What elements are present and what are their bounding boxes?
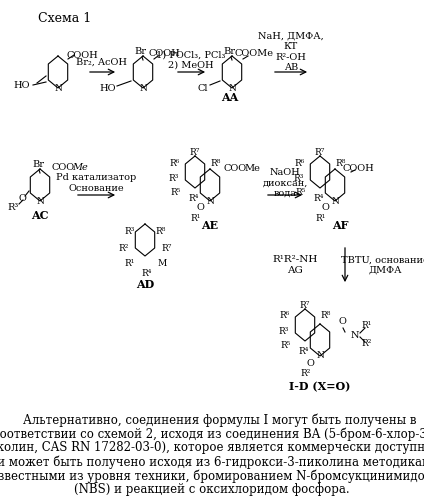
Text: M: M: [157, 258, 167, 267]
Text: R³: R³: [294, 174, 304, 183]
Text: TBTU, основание
ДМФА: TBTU, основание ДМФА: [341, 255, 424, 275]
Text: R³: R³: [125, 227, 135, 236]
Text: R²: R²: [362, 339, 372, 348]
Text: R¹R²-NH
AG: R¹R²-NH AG: [272, 255, 318, 275]
Text: R⁵: R⁵: [281, 341, 291, 350]
Text: Схема 1: Схема 1: [38, 12, 91, 25]
Text: AC: AC: [31, 210, 49, 221]
Text: N: N: [54, 83, 62, 92]
Text: COOH: COOH: [148, 48, 180, 57]
Text: R⁸: R⁸: [321, 311, 331, 320]
Text: R²: R²: [301, 369, 311, 379]
Text: или может быть получено исходя из 6-гидрокси-3-пиколина методиками,: или может быть получено исходя из 6-гидр…: [0, 455, 424, 469]
Text: AA: AA: [221, 91, 239, 102]
Text: R¹: R¹: [362, 321, 372, 330]
Text: R⁷: R⁷: [315, 148, 325, 157]
Text: R⁸: R⁸: [156, 227, 166, 236]
Text: R³: R³: [169, 174, 179, 183]
Text: N: N: [139, 83, 147, 92]
Text: I-D (X=O): I-D (X=O): [289, 382, 351, 393]
Text: R⁶: R⁶: [280, 311, 290, 320]
Text: R⁸: R⁸: [211, 159, 221, 168]
Text: NaH, ДМФА,
КТ
R²-OH
AB: NaH, ДМФА, КТ R²-OH AB: [258, 32, 324, 72]
Text: COOMe: COOMe: [234, 48, 273, 57]
Text: R⁶: R⁶: [170, 159, 180, 168]
Text: R¹: R¹: [191, 214, 201, 223]
Text: N: N: [206, 197, 214, 206]
Text: O: O: [196, 203, 204, 212]
Text: R⁴: R⁴: [189, 194, 199, 203]
Text: N: N: [228, 83, 236, 92]
Text: N: N: [316, 351, 324, 360]
Text: COO: COO: [51, 163, 75, 172]
Text: R⁵: R⁵: [171, 188, 181, 197]
Text: соответствии со схемой 2, исходя из соединения BA (5-бром-6-хлор-3-: соответствии со схемой 2, исходя из соед…: [0, 427, 424, 441]
Text: AD: AD: [136, 279, 154, 290]
Text: N: N: [331, 197, 339, 206]
Text: пиколин, CAS RN 17282-03-0), которое является коммерчески доступным: пиколин, CAS RN 17282-03-0), которое явл…: [0, 442, 424, 455]
Text: N: N: [351, 330, 359, 339]
Text: 1) POCl₃, PCl₃
2) MeOH: 1) POCl₃, PCl₃ 2) MeOH: [156, 50, 226, 70]
Text: R⁶: R⁶: [295, 159, 305, 168]
Text: Me: Me: [72, 163, 88, 172]
Text: O: O: [18, 194, 26, 203]
Text: (NBS) и реакцией с оксихлоридом фосфора.: (NBS) и реакцией с оксихлоридом фосфора.: [74, 484, 350, 497]
Text: AE: AE: [201, 220, 218, 231]
Text: Me: Me: [244, 164, 260, 173]
Text: R⁷: R⁷: [162, 244, 172, 252]
Text: R⁷: R⁷: [190, 148, 200, 157]
Text: HO: HO: [100, 83, 116, 92]
Text: R⁴: R⁴: [299, 347, 309, 356]
Text: R¹: R¹: [125, 258, 135, 267]
Text: Br: Br: [32, 160, 44, 169]
Text: COOH: COOH: [66, 50, 98, 59]
Text: R³: R³: [279, 326, 289, 335]
Text: R⁴: R⁴: [142, 269, 152, 278]
Text: O: O: [306, 358, 314, 367]
Text: R⁸: R⁸: [336, 159, 346, 168]
Text: R⁴: R⁴: [314, 194, 324, 203]
Text: O: O: [338, 317, 346, 326]
Text: COO: COO: [223, 164, 247, 173]
Text: Br₂, AcOH: Br₂, AcOH: [76, 57, 128, 66]
Text: Pd катализатор
Основание: Pd катализатор Основание: [56, 173, 136, 193]
Text: Cl: Cl: [198, 83, 208, 92]
Text: Br: Br: [223, 46, 235, 55]
Text: O: O: [321, 203, 329, 212]
Text: R¹: R¹: [316, 214, 326, 223]
Text: COOH: COOH: [342, 164, 374, 173]
Text: R²: R²: [119, 244, 129, 252]
Text: R³: R³: [7, 203, 19, 212]
Text: Br: Br: [134, 46, 146, 55]
Text: R⁷: R⁷: [300, 300, 310, 309]
Text: HO: HO: [14, 80, 30, 89]
Text: R⁵: R⁵: [296, 188, 306, 197]
Text: AF: AF: [332, 220, 348, 231]
Text: известными из уровня техники, бромированием N-бромсукцинимидом: известными из уровня техники, бромирован…: [0, 469, 424, 483]
Text: NaOH
диоксан,
вода: NaOH диоксан, вода: [262, 168, 308, 198]
Text: Альтернативно, соединения формулы I могут быть получены в: Альтернативно, соединения формулы I могу…: [8, 413, 416, 427]
Text: N: N: [36, 197, 44, 206]
